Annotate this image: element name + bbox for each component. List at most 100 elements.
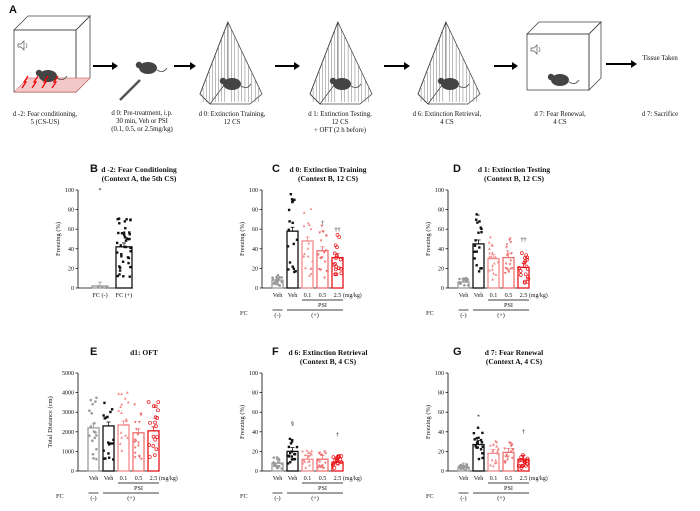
y-tick-label: 60: [438, 410, 444, 416]
data-point: [488, 255, 491, 258]
data-point: [503, 461, 507, 464]
data-point: [91, 402, 94, 406]
x-tick-label: FC (+): [116, 292, 133, 299]
data-point: [139, 457, 143, 461]
data-point: [138, 455, 141, 459]
data-point: [509, 241, 513, 244]
data-point: [477, 436, 480, 440]
data-point: [136, 433, 140, 437]
timeline-caption-s3: d 0: Extinction Training,: [199, 111, 266, 118]
data-point: [278, 275, 281, 279]
data-point: [127, 261, 130, 265]
fc-label: FC: [240, 310, 248, 317]
data-point: [121, 260, 125, 263]
data-point: [480, 267, 483, 270]
y-tick-label: 0: [255, 469, 258, 475]
unit-label: (mg/kg): [529, 475, 548, 482]
mouse-icon: [329, 77, 362, 90]
timeline-caption-s6: 4 CS: [553, 119, 567, 126]
timeline-caption-s4: 12 CS: [332, 119, 349, 126]
y-tick-label: 20: [438, 449, 444, 455]
data-point: [322, 466, 326, 470]
data-point: [338, 257, 343, 262]
data-point: [117, 409, 121, 412]
group-label-positive: (+): [127, 495, 135, 502]
x-tick-label: 0.1: [304, 292, 312, 299]
data-point: [525, 275, 530, 279]
data-point: [118, 265, 121, 268]
data-point: [306, 451, 310, 454]
y-tick-label: 20: [438, 266, 444, 272]
data-point: [133, 420, 137, 424]
data-point: [96, 285, 100, 288]
data-point: [89, 398, 93, 402]
data-point: [488, 268, 491, 272]
data-point: [117, 231, 120, 235]
data-point: [475, 264, 478, 267]
data-point: [118, 222, 121, 225]
data-point: [491, 449, 495, 453]
data-point: [491, 464, 495, 468]
data-point: [112, 438, 115, 442]
data-point: [304, 266, 308, 270]
data-point: [107, 441, 110, 444]
x-tick-label: 0.1: [490, 292, 498, 299]
data-point: [151, 404, 156, 408]
y-tick-label: 0: [71, 286, 74, 292]
data-point: [156, 400, 161, 404]
x-tick-label: Veh: [459, 292, 470, 299]
panel-letter-b: B: [90, 163, 98, 175]
data-point: [503, 447, 507, 451]
bar-e-4: [147, 430, 160, 472]
y-tick-label: 40: [252, 247, 258, 253]
data-point: [331, 455, 336, 459]
data-point: [519, 464, 524, 469]
arrow-3: [275, 62, 300, 70]
data-point: [295, 445, 299, 449]
timeline-diagram: d -2: Fear conditioning,5 (CS-US) d 0: Pr…: [13, 15, 678, 134]
x-tick-label: 2.5: [520, 475, 528, 482]
data-point: [336, 453, 341, 458]
data-point: [518, 269, 523, 273]
bar-e-2: [117, 424, 130, 472]
data-point: [112, 458, 115, 461]
data-point: [322, 251, 326, 255]
data-point: [509, 259, 513, 263]
data-point: [332, 251, 337, 256]
data-point: [487, 247, 491, 250]
data-point: [133, 456, 137, 459]
data-point: [128, 231, 131, 234]
group-label-negative: (-): [90, 495, 96, 502]
data-point: [335, 233, 340, 237]
data-point: [316, 466, 320, 469]
data-point: [128, 233, 131, 236]
x-tick-label: 0.5: [505, 292, 513, 299]
data-point: [95, 396, 98, 400]
data-point: [481, 431, 484, 435]
data-point: [319, 239, 323, 243]
bar-f-1: [286, 450, 299, 472]
data-point: [481, 445, 484, 448]
data-point: [321, 230, 325, 234]
data-point: [301, 461, 305, 465]
data-point: [510, 267, 514, 270]
data-point: [139, 412, 143, 416]
data-point: [91, 453, 95, 456]
data-point: [295, 238, 299, 241]
data-point: [306, 460, 310, 463]
data-point: [107, 452, 110, 455]
data-point: [476, 221, 479, 224]
chart-title: d 6: Extinction Retrieval: [289, 348, 368, 357]
group-label-positive: (+): [497, 312, 505, 319]
data-point: [126, 436, 130, 440]
data-point: [292, 457, 295, 461]
shock-icon: [21, 75, 29, 89]
data-point: [126, 400, 130, 404]
timeline-caption-s7: Tissue Taken: [642, 55, 678, 62]
bar-c-3: [316, 250, 329, 289]
x-tick-label: Veh: [89, 475, 100, 482]
data-point: [289, 442, 293, 445]
data-point: [153, 404, 158, 409]
data-point: [488, 251, 491, 255]
